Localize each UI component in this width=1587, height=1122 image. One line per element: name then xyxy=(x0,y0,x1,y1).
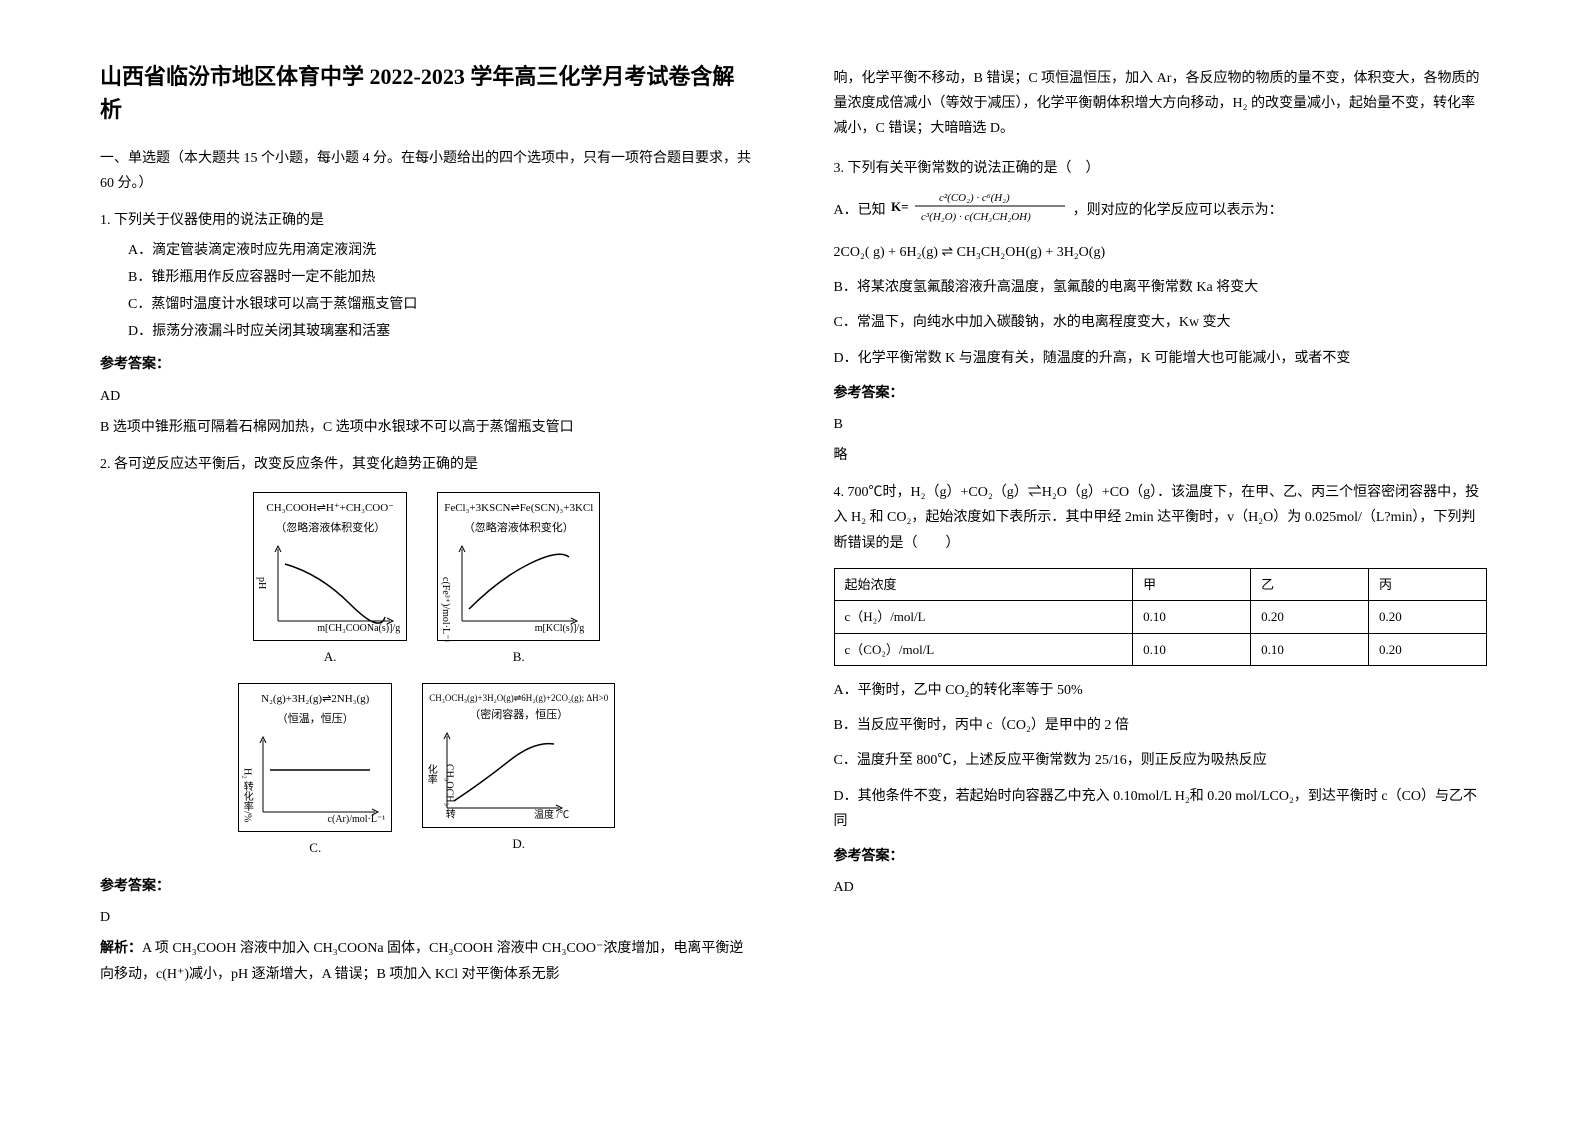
chart-b-title2: （忽略溶液体积变化） xyxy=(444,519,593,539)
q4-opt-d: D．其他条件不变，若起始时向容器乙中充入 0.10mol/L H₂和 0.20 … xyxy=(834,784,1488,834)
chart-c-title2: （恒温，恒压） xyxy=(245,710,385,730)
chart-a-ylabel: pH xyxy=(252,577,270,589)
table-row: c（CO₂）/mol/L 0.10 0.10 0.20 xyxy=(834,633,1487,665)
q3-answer-label: 参考答案： xyxy=(834,381,1488,406)
q3-opt-c: C．常温下，向纯水中加入碳酸钠，水的电离程度变大，Kw 变大 xyxy=(834,310,1488,335)
chart-b-box: FeCl₃+3KSCN⇌Fe(SCN)₃+3KCl （忽略溶液体积变化） c(F… xyxy=(437,492,600,668)
chart-d-box: CH₃OCH₃(g)+3H₂O(g)⇌6H₂(g)+2CO₂(g); ΔH>0 … xyxy=(422,683,615,859)
chart-a-box: CH₃COOH⇌H⁺+CH₃COO⁻ （忽略溶液体积变化） pH m[CH₃CO… xyxy=(253,492,407,668)
page-title: 山西省临汾市地区体育中学 2022-2023 学年高三化学月考试卷含解析 xyxy=(100,60,754,126)
chart-a-title2: （忽略溶液体积变化） xyxy=(260,519,400,539)
q1-opt-c: C．蒸馏时温度计水银球可以高于蒸馏瓶支管口 xyxy=(100,292,754,317)
q2-explain: 解析：A 项 CH₃COOH 溶液中加入 CH₃COONa 固体，CH₃COOH… xyxy=(100,936,754,986)
q4-opt-c: C．温度升至 800℃，上述反应平衡常数为 25/16，则正反应为吸热反应 xyxy=(834,748,1488,773)
table-row: c（H₂）/mol/L 0.10 0.20 0.20 xyxy=(834,601,1487,633)
q2-charts-row2: N₂(g)+3H₂(g)⇌2NH₃(g) （恒温，恒压） H₂ 转化率/% c(… xyxy=(100,683,754,859)
q2-explain-text: A 项 CH₃COOH 溶液中加入 CH₃COONa 固体，CH₃COOH 溶液… xyxy=(100,941,743,981)
table-cell: 0.10 xyxy=(1251,633,1369,665)
q1-answer-label: 参考答案： xyxy=(100,352,754,377)
chart-c-ylabel: H₂ 转化率/% xyxy=(237,768,255,822)
q3-explain: 略 xyxy=(834,443,1488,468)
chart-c-label: C. xyxy=(309,836,321,859)
q4-opt-b: B．当反应平衡时，丙中 c（CO₂）是甲中的 2 倍 xyxy=(834,713,1488,738)
q1-explain: B 选项中锥形瓶可隔着石棉网加热，C 选项中水银球不可以高于蒸馏瓶支管口 xyxy=(100,415,754,440)
chart-d-title1: CH₃OCH₃(g)+3H₂O(g)⇌6H₂(g)+2CO₂(g); ΔH>0 xyxy=(429,690,608,706)
q1-answer: AD xyxy=(100,384,754,409)
chart-b-xlabel: m[KCl(s)]/g xyxy=(535,620,584,638)
chart-c-box: N₂(g)+3H₂(g)⇌2NH₃(g) （恒温，恒压） H₂ 转化率/% c(… xyxy=(238,683,392,859)
q3-opt-d: D．化学平衡常数 K 与温度有关，随温度的升高，K 可能增大也可能减小，或者不变 xyxy=(834,346,1488,371)
q2-explain-label: 解析： xyxy=(100,941,142,956)
table-cell: c（H₂）/mol/L xyxy=(834,601,1133,633)
svg-text:c³(H₂O) · c(CH₃CH₂OH): c³(H₂O) · c(CH₃CH₂OH) xyxy=(921,211,1031,223)
table-cell: 0.10 xyxy=(1133,633,1251,665)
q4-table: 起始浓度 甲 乙 丙 c（H₂）/mol/L 0.10 0.20 0.20 c（… xyxy=(834,568,1488,666)
chart-b-title1: FeCl₃+3KSCN⇌Fe(SCN)₃+3KCl xyxy=(444,499,593,519)
q2-text: 2. 各可逆反应达平衡后，改变反应条件，其变化趋势正确的是 xyxy=(100,452,754,477)
q2-charts-row1: CH₃COOH⇌H⁺+CH₃COO⁻ （忽略溶液体积变化） pH m[CH₃CO… xyxy=(100,492,754,668)
q2-answer-label: 参考答案： xyxy=(100,874,754,899)
table-cell: 甲 xyxy=(1133,568,1251,600)
table-cell: 丙 xyxy=(1369,568,1487,600)
chart-b-ylabel: c(Fe³⁺)/mol·L⁻¹ xyxy=(436,577,454,642)
chart-d-title2: （密闭容器，恒压） xyxy=(429,706,608,726)
q1-text: 1. 下列关于仪器使用的说法正确的是 xyxy=(100,208,754,233)
q3-opta-suffix: ，则对应的化学反应可以表示为： xyxy=(1073,203,1283,218)
chart-d-label: D. xyxy=(512,832,525,855)
q2-answer: D xyxy=(100,905,754,930)
chart-b-label: B. xyxy=(513,645,525,668)
q3-opta-prefix: A．已知 xyxy=(834,203,886,218)
chart-a-label: A. xyxy=(324,645,337,668)
table-cell: 起始浓度 xyxy=(834,568,1133,600)
table-cell: 0.20 xyxy=(1369,601,1487,633)
q1-opt-a: A．滴定管装滴定液时应先用滴定液润洗 xyxy=(100,238,754,263)
chart-c-xlabel: c(Ar)/mol·L⁻¹ xyxy=(328,811,386,829)
chart-d-xlabel: 温度 /℃ xyxy=(534,807,569,825)
table-cell: 0.20 xyxy=(1251,601,1369,633)
q4-opt-a: A．平衡时，乙中 CO₂的转化率等于 50% xyxy=(834,678,1488,703)
chart-d-ylabel: CH₃OCH₃ 转化率 xyxy=(421,764,457,821)
q3-opta-eq: 2CO₂( g) + 6H₂(g) ⇌ CH₃CH₂OH(g) + 3H₂O(g… xyxy=(834,240,1488,265)
q3-opt-b: B．将某浓度氢氟酸溶液升高温度，氢氟酸的电离平衡常数 Ka 将变大 xyxy=(834,275,1488,300)
q2-explain-cont: 响，化学平衡不移动，B 错误；C 项恒温恒压，加入 Ar，各反应物的物质的量不变… xyxy=(834,66,1488,142)
section-heading: 一、单选题（本大题共 15 个小题，每小题 4 分。在每小题给出的四个选项中，只… xyxy=(100,146,754,196)
q3-answer: B xyxy=(834,412,1488,437)
table-row: 起始浓度 甲 乙 丙 xyxy=(834,568,1487,600)
table-cell: 0.10 xyxy=(1133,601,1251,633)
svg-text:K=: K= xyxy=(891,199,909,214)
svg-text:c²(CO₂) · c⁶(H₂): c²(CO₂) · c⁶(H₂) xyxy=(939,192,1010,204)
q3-opt-a: A．已知 K= c²(CO₂) · c⁶(H₂) c³(H₂O) · c(CH₃… xyxy=(834,187,1488,234)
q4-text: 4. 700℃时，H₂（g）+CO₂（g）⇌H₂O（g）+CO（g）．该温度下，… xyxy=(834,480,1488,556)
q1-opt-b: B．锥形瓶用作反应容器时一定不能加热 xyxy=(100,265,754,290)
chart-c-title1: N₂(g)+3H₂(g)⇌2NH₃(g) xyxy=(245,690,385,710)
q3-formula: K= c²(CO₂) · c⁶(H₂) c³(H₂O) · c(CH₃CH₂OH… xyxy=(889,187,1069,234)
table-cell: 0.20 xyxy=(1369,633,1487,665)
q1-opt-d: D．振荡分液漏斗时应关闭其玻璃塞和活塞 xyxy=(100,319,754,344)
q4-answer-label: 参考答案： xyxy=(834,844,1488,869)
chart-a-xlabel: m[CH₃COONa(s)]/g xyxy=(317,620,400,638)
chart-a-title1: CH₃COOH⇌H⁺+CH₃COO⁻ xyxy=(260,499,400,519)
table-cell: c（CO₂）/mol/L xyxy=(834,633,1133,665)
q4-answer: AD xyxy=(834,875,1488,900)
table-cell: 乙 xyxy=(1251,568,1369,600)
q3-text: 3. 下列有关平衡常数的说法正确的是（ ） xyxy=(834,156,1488,181)
